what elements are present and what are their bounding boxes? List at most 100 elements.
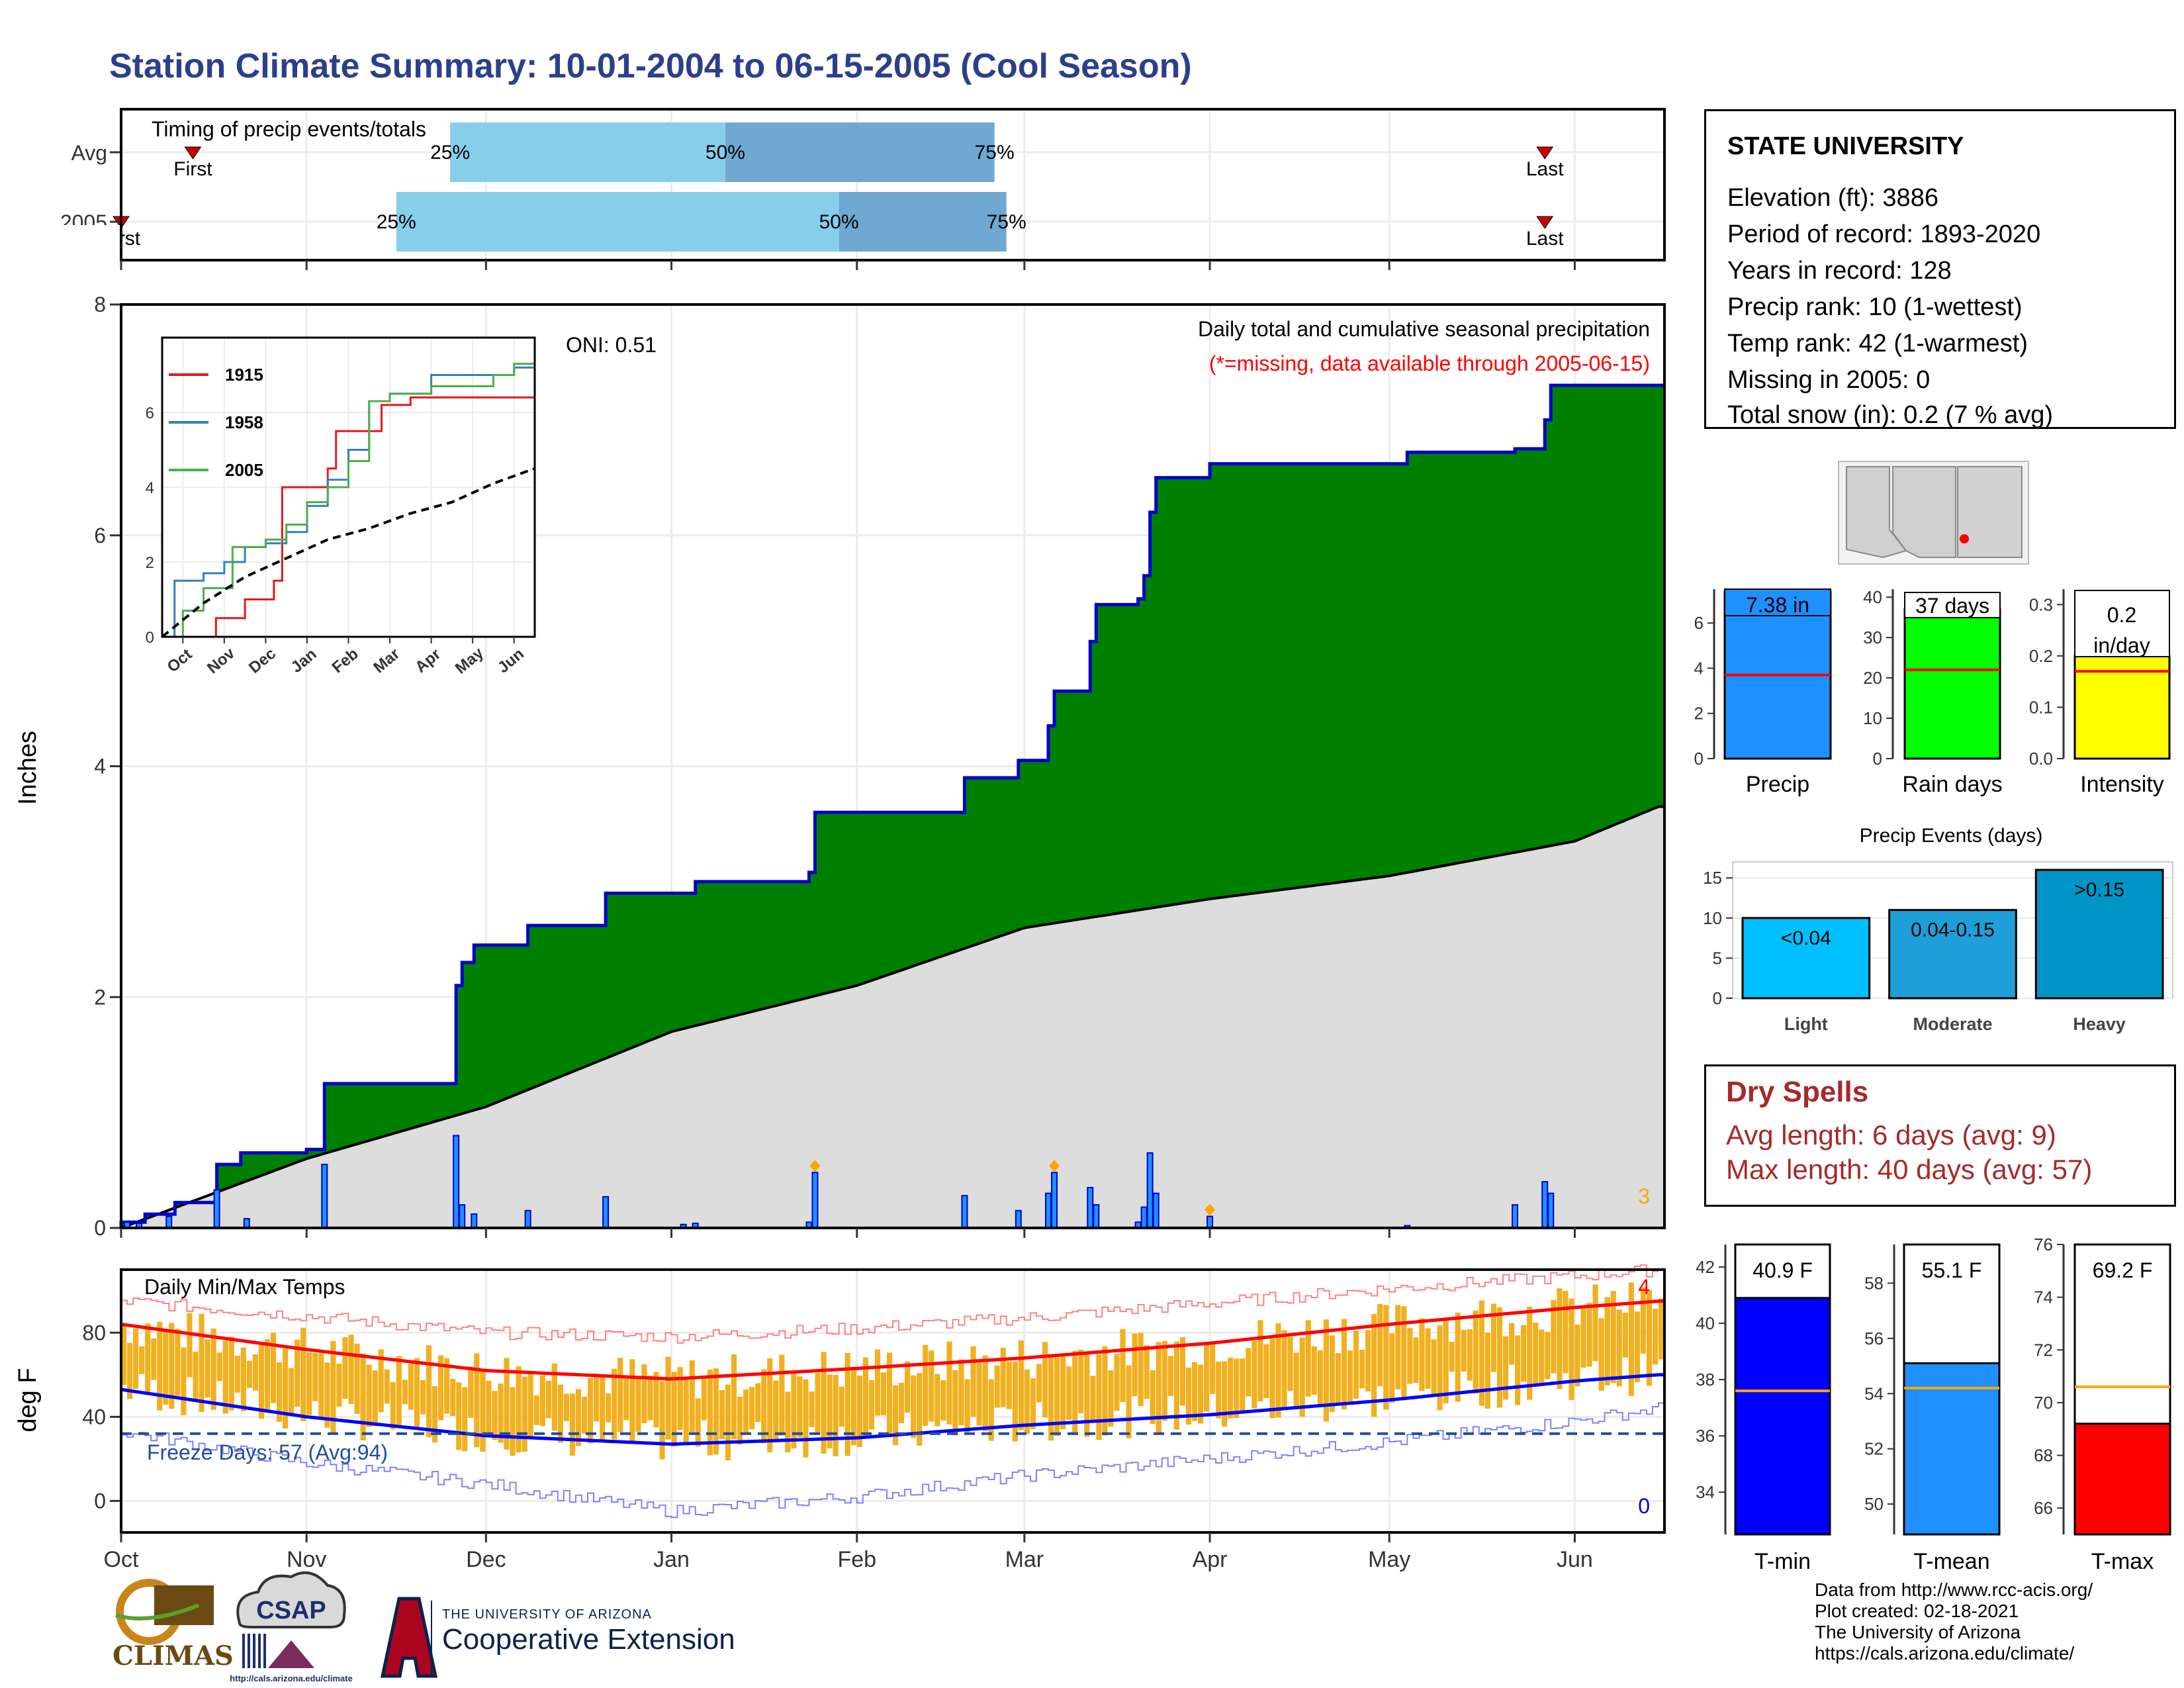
daily-temp-bar — [755, 1383, 761, 1423]
daily-temp-bar — [492, 1391, 498, 1440]
event-marker — [1205, 1203, 1216, 1216]
daily-temp-bar — [1317, 1350, 1323, 1406]
daily-temp-bar — [258, 1344, 265, 1419]
daily-temp-bar — [1395, 1305, 1401, 1389]
daily-temp-bar — [1054, 1357, 1060, 1436]
month-label: Apr — [1193, 1547, 1228, 1572]
daily-precip-bar — [459, 1204, 466, 1229]
tmin-label: T-min — [1754, 1549, 1811, 1574]
daily-temp-bar — [504, 1358, 510, 1450]
daily-temp-bar — [1347, 1350, 1353, 1402]
precip-subtitle: (*=missing, data available through 2005-… — [1209, 352, 1650, 375]
daily-temp-bar — [486, 1380, 492, 1434]
daily-temp-bar — [402, 1380, 408, 1405]
daily-temp-bar — [1293, 1352, 1299, 1406]
daily-temp-bar — [1401, 1306, 1407, 1401]
daily-temp-bar — [1490, 1303, 1497, 1372]
y-tick-label: 0 — [1694, 749, 1704, 769]
csap-mountain-icon — [268, 1640, 314, 1668]
daily-temp-bar — [1299, 1337, 1305, 1417]
daily-temp-bar — [300, 1327, 306, 1421]
daily-temp-bar — [1191, 1362, 1198, 1421]
daily-temp-bar — [1084, 1353, 1090, 1437]
intensity-value: 0.2 — [2107, 603, 2136, 627]
daily-temp-bar — [384, 1369, 390, 1404]
daily-temp-bar — [743, 1389, 749, 1433]
daily-temp-bar — [277, 1362, 283, 1423]
daily-temp-bar — [1251, 1340, 1257, 1409]
average-cumulative-line — [120, 805, 1664, 1229]
dry-spells-panel: Dry Spells Avg length: 6 days (avg: 9) M… — [1704, 1064, 2176, 1207]
p25-label: 25% — [430, 142, 470, 164]
inset-series-1915 — [191, 396, 535, 638]
daily-temp-bar — [444, 1358, 450, 1414]
daily-temp-bar — [181, 1347, 187, 1415]
daily-precip-bar — [1541, 1181, 1549, 1229]
daily-temp-bar — [594, 1374, 600, 1422]
event-bar-heavy — [2034, 868, 2164, 1000]
summary-bars: 0 2 4 6 Precip 7.38 in 0 10 20 30 40 Rain days 37 da… — [1694, 587, 2171, 797]
daily-temp-bar — [1287, 1336, 1293, 1391]
station-period: Period of record: 1893-2020 — [1727, 220, 2041, 248]
daily-temp-bar — [234, 1356, 240, 1393]
daily-temp-bar — [228, 1336, 234, 1411]
daily-temp-bar — [1502, 1336, 1509, 1400]
station-years: Years in record: 128 — [1727, 257, 1952, 285]
last-label: Last — [1526, 158, 1564, 180]
first-marker — [184, 146, 202, 160]
y-tick-label: 8 — [94, 293, 106, 316]
daily-precip-bar — [471, 1213, 478, 1229]
daily-temp-bar — [151, 1338, 157, 1380]
record_min-line — [121, 1402, 1664, 1519]
event-bar-label: 0.04-0.15 — [1911, 919, 1995, 941]
daily-temp-bar — [665, 1356, 671, 1440]
daily-temp-bar — [1185, 1368, 1192, 1425]
location-map — [1838, 461, 2029, 565]
daily-precip-bar — [1140, 1206, 1148, 1229]
last-label: Last — [1526, 228, 1564, 250]
oni-label: ONI: 0.51 — [566, 333, 657, 357]
daily-temp-bar — [1138, 1333, 1144, 1407]
daily-precip-bar — [1045, 1192, 1052, 1229]
daily-temp-bar — [1484, 1333, 1490, 1409]
daily-temp-bar — [456, 1382, 462, 1450]
y-tick-label: 0 — [1713, 988, 1722, 1008]
y-tick-label: 4 — [94, 755, 106, 778]
daily-temp-bar — [193, 1351, 199, 1401]
daily-temp-bar — [1048, 1354, 1054, 1441]
event-marker — [809, 1160, 821, 1172]
daily-precip-bar — [1547, 1192, 1555, 1229]
y-tick-label: 76 — [2034, 1235, 2053, 1254]
daily-temp-bar — [886, 1352, 893, 1438]
daily-temp-bar — [1545, 1332, 1551, 1380]
intensity-bar — [2073, 655, 2171, 760]
tmean-bar — [1903, 1362, 2001, 1536]
daily-temp-bar — [1443, 1318, 1449, 1404]
daily-temp-bar — [917, 1373, 923, 1446]
station-name: STATE UNIVERSITY — [1727, 132, 1964, 160]
y-tick-label: 40 — [82, 1405, 106, 1429]
daily-temp-bar — [1257, 1320, 1263, 1402]
y-tick-label: 0.1 — [2029, 697, 2053, 717]
y-tick-label: 0 — [94, 1489, 106, 1513]
average-cumulative-area — [121, 806, 1664, 1228]
precip-title: Daily total and cumulative seasonal prec… — [1198, 317, 1650, 341]
station-temp-rank: Temp rank: 42 (1-warmest) — [1727, 330, 2028, 357]
y-tick-label: 34 — [1696, 1482, 1715, 1502]
avg_max-line — [120, 1299, 1663, 1381]
daily-temp-bar — [551, 1363, 557, 1431]
csap-text: CSAP — [256, 1597, 326, 1624]
daily-temp-bar — [1329, 1335, 1335, 1412]
y-tick-label: 10 — [1863, 708, 1882, 728]
daily-temp-bar — [1598, 1318, 1604, 1391]
daily-temp-bar — [1371, 1313, 1377, 1417]
daily-temp-bar — [474, 1353, 480, 1448]
daily-temp-bar — [683, 1378, 689, 1444]
daily-temp-bar — [1120, 1329, 1126, 1402]
y-tick-label: 52 — [1864, 1439, 1884, 1459]
credit-line: https://cals.arizona.edu/climate/ — [1815, 1643, 2075, 1664]
daily-temp-bar — [1222, 1361, 1228, 1427]
ua-small-text: THE UNIVERSITY OF ARIZONA — [442, 1607, 652, 1622]
clip-mask — [60, 225, 120, 252]
